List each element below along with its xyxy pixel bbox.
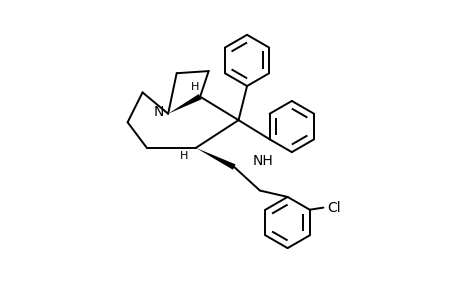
Text: N: N bbox=[153, 105, 163, 118]
Text: Cl: Cl bbox=[327, 201, 341, 214]
Polygon shape bbox=[168, 94, 201, 114]
Polygon shape bbox=[196, 148, 235, 170]
Text: NH: NH bbox=[252, 154, 272, 168]
Text: H: H bbox=[179, 151, 188, 160]
Text: H: H bbox=[190, 82, 199, 92]
